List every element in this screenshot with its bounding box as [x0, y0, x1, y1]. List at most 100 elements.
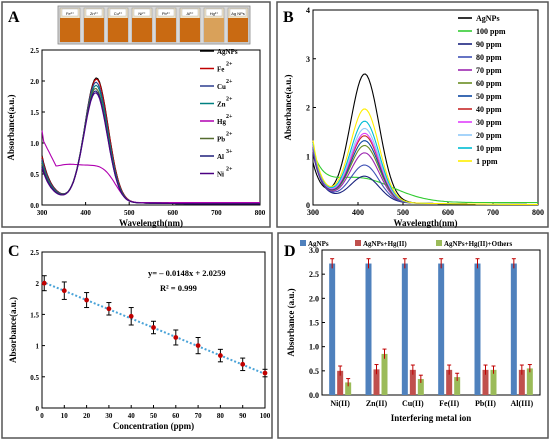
- x-axis-label: Wavelength(nm): [119, 218, 183, 228]
- x-tick-label: 0: [40, 412, 44, 420]
- x-tick-label: 50: [150, 412, 158, 420]
- panel-d-frame: [277, 232, 549, 439]
- vial-solution: [84, 18, 104, 42]
- x-tick-label: Zn(II): [366, 399, 388, 408]
- vial: Al³⁺: [179, 7, 201, 43]
- bar: [490, 369, 497, 395]
- x-tick-label: 400: [80, 209, 91, 217]
- legend-label: Ni: [217, 171, 224, 179]
- y-tick-label: 2.5: [30, 249, 39, 257]
- series-line-ni: [41, 92, 260, 205]
- y-tick-label: 0.0: [309, 391, 319, 400]
- data-point: [173, 335, 179, 340]
- bar: [381, 353, 388, 395]
- data-point: [41, 280, 47, 286]
- x-tick-label: 500: [124, 209, 135, 217]
- panel-letter-a: A: [8, 9, 20, 26]
- legend-label: Hg: [217, 118, 226, 126]
- x-tick-label: 20: [83, 412, 91, 420]
- legend-superscript: 2+: [226, 167, 233, 173]
- y-tick-label: 1: [36, 343, 40, 351]
- y-tick-label: 3.0: [309, 246, 319, 255]
- legend-superscript: 2+: [226, 97, 233, 103]
- x-tick-label: 800: [532, 208, 544, 217]
- legend-label: AgNPs+Hg(II): [363, 240, 407, 248]
- legend-label: Zn: [217, 101, 226, 109]
- x-tick-label: 400: [352, 208, 364, 217]
- y-tick-label: 3: [306, 55, 310, 64]
- legend-label: 40 ppm: [476, 105, 502, 114]
- y-tick-label: 1: [306, 152, 310, 161]
- vial-label: Ag NPs: [231, 11, 245, 16]
- legend-superscript: 3+: [226, 149, 233, 155]
- y-tick-label: 0: [306, 201, 310, 210]
- bar: [482, 369, 489, 395]
- y-tick-label: 0: [36, 405, 40, 413]
- plot-area: [41, 49, 261, 206]
- y-tick-label: 0.0: [30, 202, 39, 210]
- y-tick-label: 2.0: [30, 78, 39, 86]
- x-tick-label: 600: [168, 209, 179, 217]
- legend-label: Al: [217, 153, 224, 161]
- y-axis-label: Absorbance (a.u.): [286, 288, 296, 356]
- legend-label: 100 ppm: [476, 27, 506, 36]
- legend-label: Fe: [217, 66, 224, 74]
- data-point: [240, 361, 246, 367]
- bar: [345, 382, 352, 395]
- vial-solution: [180, 18, 200, 42]
- panel-b-frame: [276, 1, 549, 228]
- data-point: [106, 306, 112, 312]
- vial: Ag NPs: [227, 7, 249, 43]
- x-tick-label: Fe(II): [439, 399, 459, 408]
- legend-label: 50 ppm: [476, 92, 502, 101]
- y-tick-label: 1.5: [30, 109, 39, 117]
- vial-label-box: [109, 8, 127, 17]
- vial: Cu²⁺: [107, 7, 129, 43]
- vial: Pb²⁺: [155, 7, 177, 43]
- vial-label: Cu²⁺: [114, 11, 123, 16]
- x-tick-label: 500: [397, 208, 409, 217]
- vial-label: Pb²⁺: [162, 11, 170, 16]
- bar: [373, 369, 380, 395]
- bar: [518, 369, 525, 395]
- vial-label: Zn²⁺: [90, 11, 98, 16]
- legend-swatch: [355, 240, 361, 246]
- legend-label: 20 ppm: [476, 131, 502, 140]
- legend-label: 1 ppm: [476, 157, 498, 166]
- x-tick-label: 700: [487, 208, 499, 217]
- vial: Hg²⁺: [203, 7, 225, 43]
- r-squared-annotation: R² = 0.999: [160, 283, 197, 293]
- y-tick-label: 0.5: [30, 374, 39, 382]
- y-tick-label: 0.5: [309, 367, 319, 376]
- vial: Fe²⁺: [59, 7, 81, 43]
- x-tick-label: Cu(II): [402, 399, 424, 408]
- data-point: [151, 325, 156, 330]
- x-tick-label: 300: [307, 208, 319, 217]
- data-point: [61, 288, 67, 294]
- x-tick-label: 90: [239, 412, 247, 420]
- legend-label: 30 ppm: [476, 118, 502, 127]
- legend-label: AgNPs+Hg(II)+Others: [444, 240, 513, 248]
- y-tick-label: 1.5: [309, 319, 319, 328]
- panel-letter-b: B: [283, 9, 294, 26]
- vial: Zn²⁺: [83, 7, 105, 43]
- y-tick-label: 1.0: [309, 343, 319, 352]
- y-tick-label: 4: [306, 6, 310, 15]
- y-tick-label: 1.5: [30, 311, 39, 319]
- legend-superscript: 2+: [226, 79, 233, 85]
- vial-label-box: [157, 8, 175, 17]
- vial-label-box: [61, 8, 79, 17]
- y-axis-label: Absorbance(a.u.): [283, 74, 293, 140]
- bar: [337, 370, 344, 395]
- y-tick-label: 2.5: [30, 47, 39, 55]
- legend-superscript: 2+: [226, 62, 233, 68]
- data-point: [218, 353, 223, 358]
- x-tick-label: 40: [128, 412, 136, 420]
- x-tick-label: Ni(II): [330, 399, 350, 408]
- bar: [409, 369, 416, 395]
- vial-label: Fe²⁺: [66, 11, 74, 16]
- y-tick-label: 2.0: [309, 294, 319, 303]
- x-tick-label: 80: [217, 412, 225, 420]
- bar: [417, 379, 424, 395]
